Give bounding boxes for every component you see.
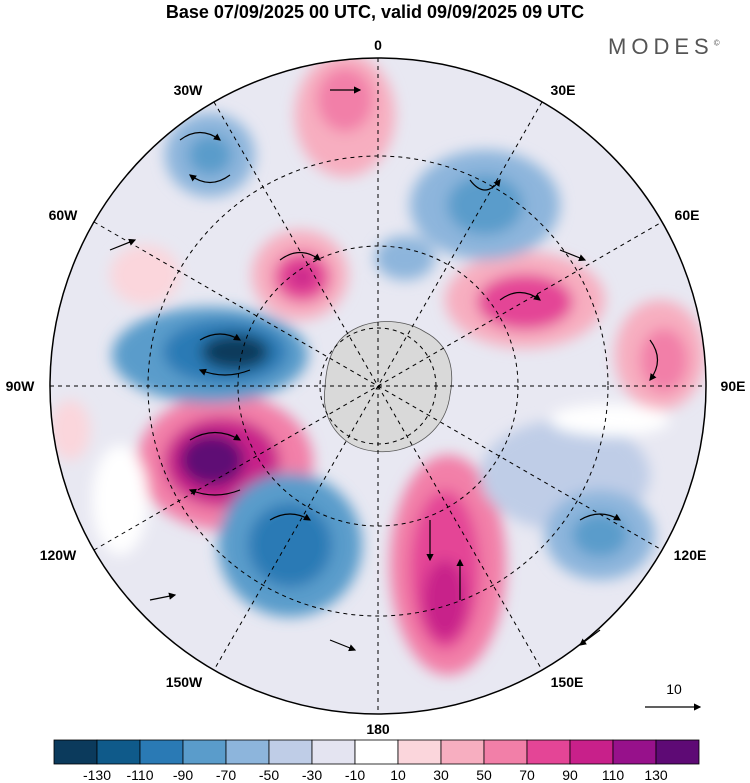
anomaly-field: [50, 58, 706, 714]
colorbar-swatch: [655, 739, 700, 765]
colorbar-label: -50: [259, 767, 279, 783]
lon-label-150w: 150W: [166, 674, 203, 690]
map-title: Base 07/09/2025 00 UTC, valid 09/09/2025…: [165, 2, 585, 22]
lon-label-120e: 120E: [674, 547, 707, 563]
map-border: [49, 57, 707, 715]
lon-label-30e: 30E: [551, 82, 576, 98]
colorbar-label: -10: [345, 767, 365, 783]
colorbar-label: -110: [127, 767, 154, 783]
colorbar-swatch: [182, 739, 227, 765]
brand-text: MODES: [608, 34, 714, 59]
colorbar-swatch: [53, 739, 98, 765]
colorbar-swatch: [311, 739, 356, 765]
reference-vector-label: 10: [666, 681, 682, 697]
colorbar-swatch: [268, 739, 313, 765]
colorbar-label: 10: [390, 767, 406, 783]
lon-label-120w: 120W: [40, 547, 77, 563]
colorbar-label: 70: [519, 767, 535, 783]
reference-vector: 10: [645, 681, 702, 711]
colorbar-label: 110: [602, 767, 625, 783]
lon-label-150e: 150E: [551, 674, 584, 690]
lon-label-30w: 30W: [174, 82, 204, 98]
colorbar-swatch: [139, 739, 184, 765]
colorbar-swatch: [483, 739, 528, 765]
colorbar-swatch: [440, 739, 485, 765]
colorbar-swatch: [397, 739, 442, 765]
antarctica-landmass: [323, 321, 453, 453]
lon-label-180: 180: [366, 721, 390, 737]
lon-label-90w: 90W: [6, 378, 36, 394]
copyright-mark: ©: [713, 38, 720, 48]
colorbar-label: -130: [83, 767, 111, 783]
colorbar-label: 130: [644, 767, 668, 783]
lon-label-0: 0: [374, 37, 382, 53]
colorbar-swatch: [96, 739, 141, 765]
colorbar-label: -70: [216, 767, 236, 783]
lon-label-60w: 60W: [49, 207, 79, 223]
colorbar-swatch: [569, 739, 614, 765]
colorbar-label: 50: [476, 767, 492, 783]
lon-label-90e: 90E: [721, 378, 746, 394]
colorbar-label: -90: [173, 767, 193, 783]
colorbar-swatch: [354, 739, 399, 765]
colorbar-label: -30: [302, 767, 322, 783]
colorbar-swatch: [612, 739, 657, 765]
lon-label-60e: 60E: [675, 207, 700, 223]
modes-logo: MODES©: [608, 34, 720, 60]
colorbar-label: 30: [433, 767, 449, 783]
graticule: [50, 58, 706, 714]
colorbar-label: 90: [562, 767, 578, 783]
colorbar: -130 -110 -90 -70 -50 -30 -10 10 30 50 70 90 110 130: [53, 739, 700, 783]
colorbar-swatch: [225, 739, 270, 765]
colorbar-swatch: [526, 739, 571, 765]
